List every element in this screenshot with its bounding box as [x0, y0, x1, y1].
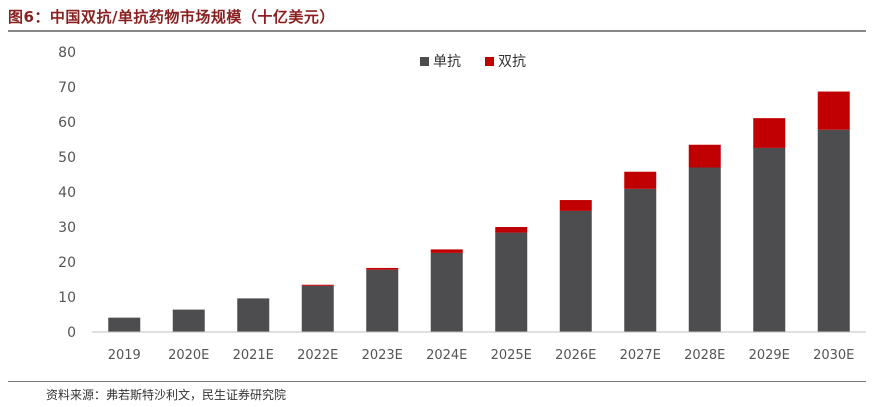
- y-tick-label: 40: [58, 185, 76, 201]
- bar-segment-bispecific: [559, 200, 592, 211]
- legend-swatch: [420, 57, 429, 66]
- x-tick-label: 2021E: [233, 348, 274, 363]
- bar-segment-bispecific: [430, 249, 463, 253]
- stacked-bar-chart: 0 10 20 30 40 50 60 70 80 2019 2020E 2021E 2022E 202…: [58, 45, 866, 363]
- bar-segment-bispecific: [817, 91, 850, 130]
- y-tick-label: 20: [58, 255, 76, 271]
- y-tick-label: 30: [58, 220, 76, 236]
- x-axis-ticks: 2019 2020E 2021E 2022E 2023E 2024E 2025E 2026E 2…: [108, 348, 855, 363]
- y-axis-ticks: 0 10 20 30 40 50 60 70 80: [58, 45, 76, 341]
- y-tick-label: 80: [58, 45, 76, 61]
- bar-segment-mono: [817, 129, 850, 332]
- bar-segment-mono: [301, 285, 334, 332]
- bar-segment-mono: [172, 309, 205, 332]
- legend: 单抗 双抗: [420, 54, 526, 70]
- bars-group: [108, 91, 850, 332]
- source-note: 资料来源：弗若斯特沙利文，民生证券研究院: [46, 388, 287, 402]
- source-divider: [8, 381, 866, 382]
- y-tick-label: 70: [58, 80, 76, 96]
- x-tick-label: 2028E: [684, 348, 725, 363]
- bar-segment-mono: [688, 167, 721, 332]
- x-tick-label: 2020E: [168, 348, 209, 363]
- bar-segment-bispecific: [624, 171, 657, 189]
- bar-segment-bispecific: [753, 118, 786, 148]
- bar-segment-mono: [559, 210, 592, 332]
- x-tick-label: 2023E: [362, 348, 403, 363]
- y-tick-label: 10: [58, 290, 76, 306]
- bar-segment-mono: [108, 317, 141, 332]
- bar-segment-bispecific: [366, 267, 399, 270]
- bar-segment-mono: [624, 188, 657, 332]
- bar-segment-mono: [430, 252, 463, 332]
- legend-label: 双抗: [498, 54, 526, 70]
- x-tick-label: 2022E: [297, 348, 338, 363]
- x-tick-label: 2029E: [749, 348, 790, 363]
- x-tick-label: 2024E: [426, 348, 467, 363]
- y-tick-label: 50: [58, 150, 76, 166]
- bar-segment-mono: [366, 269, 399, 332]
- legend-swatch: [485, 57, 494, 66]
- x-tick-label: 2019: [108, 348, 141, 363]
- figure-title: 图6：中国双抗/单抗药物市场规模（十亿美元）: [8, 8, 335, 26]
- legend-label: 单抗: [433, 54, 461, 70]
- x-tick-label: 2027E: [620, 348, 661, 363]
- x-tick-label: 2025E: [491, 348, 532, 363]
- bar-segment-bispecific: [495, 227, 528, 233]
- bar-segment-mono: [753, 147, 786, 332]
- bar-segment-bispecific: [688, 144, 721, 168]
- x-tick-label: 2030E: [813, 348, 854, 363]
- y-tick-label: 60: [58, 115, 76, 131]
- bar-segment-mono: [237, 298, 270, 332]
- y-tick-label: 0: [67, 325, 76, 341]
- x-tick-label: 2026E: [555, 348, 596, 363]
- bar-segment-bispecific: [301, 284, 334, 286]
- title-divider: [8, 30, 866, 32]
- bar-segment-mono: [495, 232, 528, 332]
